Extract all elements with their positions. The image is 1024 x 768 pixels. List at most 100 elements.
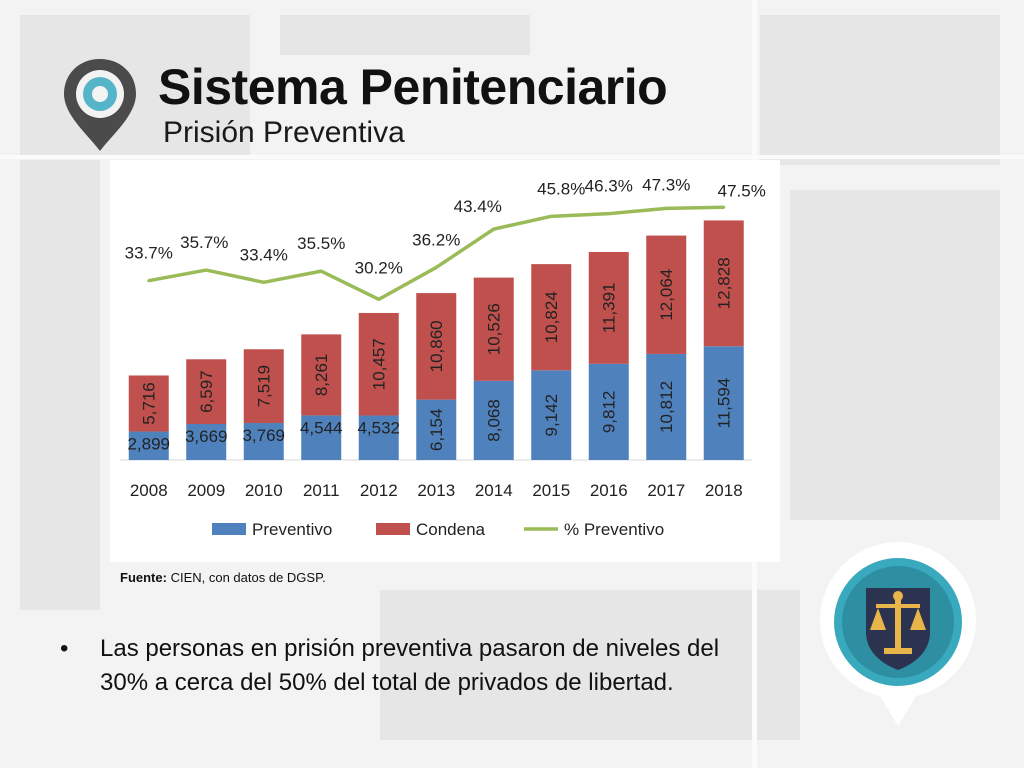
bar-condena	[128, 375, 169, 432]
bar-condena	[703, 220, 744, 347]
x-tick-label: 2015	[532, 481, 570, 500]
stacked-bar-line-chart: 2,899 5,716 2008 3,669 6,597 2009 3,769 7,519 20…	[120, 175, 766, 539]
bar-condena	[358, 312, 399, 416]
data-label-preventivo: 10,812	[657, 381, 676, 433]
source-note: Fuente: CIEN, con datos de DGSP.	[120, 570, 326, 585]
line-data-label: 35.7%	[180, 233, 228, 252]
background-block	[380, 590, 800, 740]
x-tick-label: 2014	[475, 481, 513, 500]
page-subtitle: Prisión Preventiva	[163, 116, 405, 149]
bar-condena	[646, 235, 687, 354]
line-data-label: 35.5%	[297, 234, 345, 253]
data-label-condena: 10,860	[427, 320, 446, 372]
bar-condena	[473, 277, 514, 381]
line-data-label: 46.3%	[585, 177, 633, 196]
x-tick-label: 2017	[647, 481, 685, 500]
legend-swatch-condena	[376, 523, 410, 535]
data-label-condena: 10,526	[485, 303, 504, 355]
bar-condena	[186, 359, 227, 425]
line-point	[492, 227, 496, 231]
line-point	[319, 269, 323, 273]
bar-preventivo	[186, 424, 227, 460]
data-label-preventivo: 11,594	[715, 378, 734, 429]
data-label-condena: 12,828	[715, 257, 734, 309]
data-label-preventivo: 8,068	[485, 399, 504, 442]
data-label-condena: 8,261	[312, 354, 331, 397]
bar-condena	[301, 334, 342, 416]
chart-container: 2,899 5,716 2008 3,669 6,597 2009 3,769 7,519 20…	[110, 160, 780, 562]
line-point	[607, 212, 611, 216]
data-label-preventivo: 4,532	[357, 419, 400, 438]
bar-preventivo	[531, 370, 572, 460]
x-tick-label: 2016	[590, 481, 628, 500]
bar-preventivo	[588, 363, 629, 460]
bar-preventivo	[243, 423, 284, 460]
bar-condena	[588, 251, 629, 364]
line-data-label: 30.2%	[355, 258, 403, 277]
x-tick-label: 2008	[130, 481, 168, 500]
bar-preventivo	[416, 399, 457, 460]
bar-preventivo	[703, 346, 744, 460]
x-tick-label: 2009	[187, 481, 225, 500]
x-tick-label: 2013	[417, 481, 455, 500]
source-text: CIEN, con datos de DGSP.	[166, 570, 326, 585]
line-data-label: 47.3%	[642, 175, 690, 194]
background-block	[760, 15, 1000, 165]
bullet-text: Las personas en prisión preventiva pasar…	[100, 635, 720, 696]
line-preventivo-percent	[148, 205, 724, 302]
data-label-condena: 11,391	[600, 283, 619, 334]
data-label-condena: 6,597	[197, 370, 216, 413]
legend-swatch-preventivo	[212, 523, 246, 535]
line-data-label: 36.2%	[412, 230, 460, 249]
data-label-preventivo: 3,669	[185, 427, 228, 446]
background-block	[790, 190, 1000, 520]
x-tick-label: 2012	[360, 481, 398, 500]
line-data-label: 47.5%	[718, 181, 766, 200]
line-data-label: 43.4%	[454, 197, 502, 216]
location-pin-icon	[64, 59, 136, 151]
line-point	[377, 297, 381, 301]
line-data-label: 33.4%	[240, 245, 288, 264]
legend-label-line: % Preventivo	[564, 520, 664, 539]
x-tick-label: 2011	[303, 481, 340, 500]
data-label-condena: 7,519	[255, 365, 274, 408]
x-tick-label: 2018	[705, 481, 743, 500]
line-data-label: 33.7%	[125, 244, 173, 263]
bar-preventivo	[646, 353, 687, 460]
line-point	[262, 280, 266, 284]
data-label-preventivo: 4,544	[300, 418, 343, 437]
bar-preventivo	[473, 380, 514, 460]
bullet-point-icon: •	[60, 635, 69, 662]
bar-condena	[243, 349, 284, 424]
legend-label-condena: Condena	[416, 520, 486, 539]
data-label-condena: 12,064	[657, 269, 676, 321]
page-title: Sistema Penitenciario	[158, 59, 668, 115]
data-label-preventivo: 9,142	[542, 394, 561, 437]
bar-preventivo	[358, 415, 399, 460]
bar-preventivo	[128, 431, 169, 460]
background-block	[20, 160, 100, 610]
justice-scale-badge-icon	[820, 542, 976, 726]
bar-preventivo	[301, 415, 342, 460]
line-point	[664, 206, 668, 210]
line-point	[147, 279, 151, 283]
line-point	[549, 214, 553, 218]
data-label-condena: 5,716	[140, 382, 159, 425]
bar-condena	[531, 264, 572, 371]
data-label-preventivo: 3,769	[242, 426, 285, 445]
background-line	[0, 155, 1024, 159]
line-point	[434, 265, 438, 269]
data-label-preventivo: 9,812	[600, 391, 619, 434]
x-tick-label: 2010	[245, 481, 283, 500]
background-block	[280, 15, 530, 55]
data-label-preventivo: 2,899	[127, 435, 170, 454]
background-block	[20, 15, 250, 155]
data-label-condena: 10,824	[542, 291, 561, 343]
line-data-label: 45.8%	[537, 179, 585, 198]
legend-label-preventivo: Preventivo	[252, 520, 332, 539]
line-point	[204, 268, 208, 272]
data-label-condena: 10,457	[370, 338, 389, 390]
line-point	[722, 205, 726, 209]
bar-condena	[416, 293, 457, 400]
data-label-preventivo: 6,154	[427, 409, 446, 452]
